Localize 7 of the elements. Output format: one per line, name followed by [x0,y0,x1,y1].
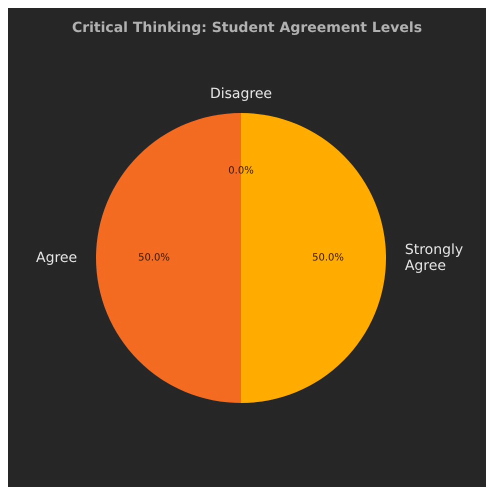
slice-label: Agree [36,250,78,266]
category-label: Disagree [210,86,272,102]
chart-title: Critical Thinking: Student Agreement Levels [70,19,424,38]
slice-label: Strongly Agree [404,242,464,274]
data-label: 50.0% [138,252,170,264]
data-label: 50.0% [312,252,344,264]
text: 0.0% [228,166,254,177]
